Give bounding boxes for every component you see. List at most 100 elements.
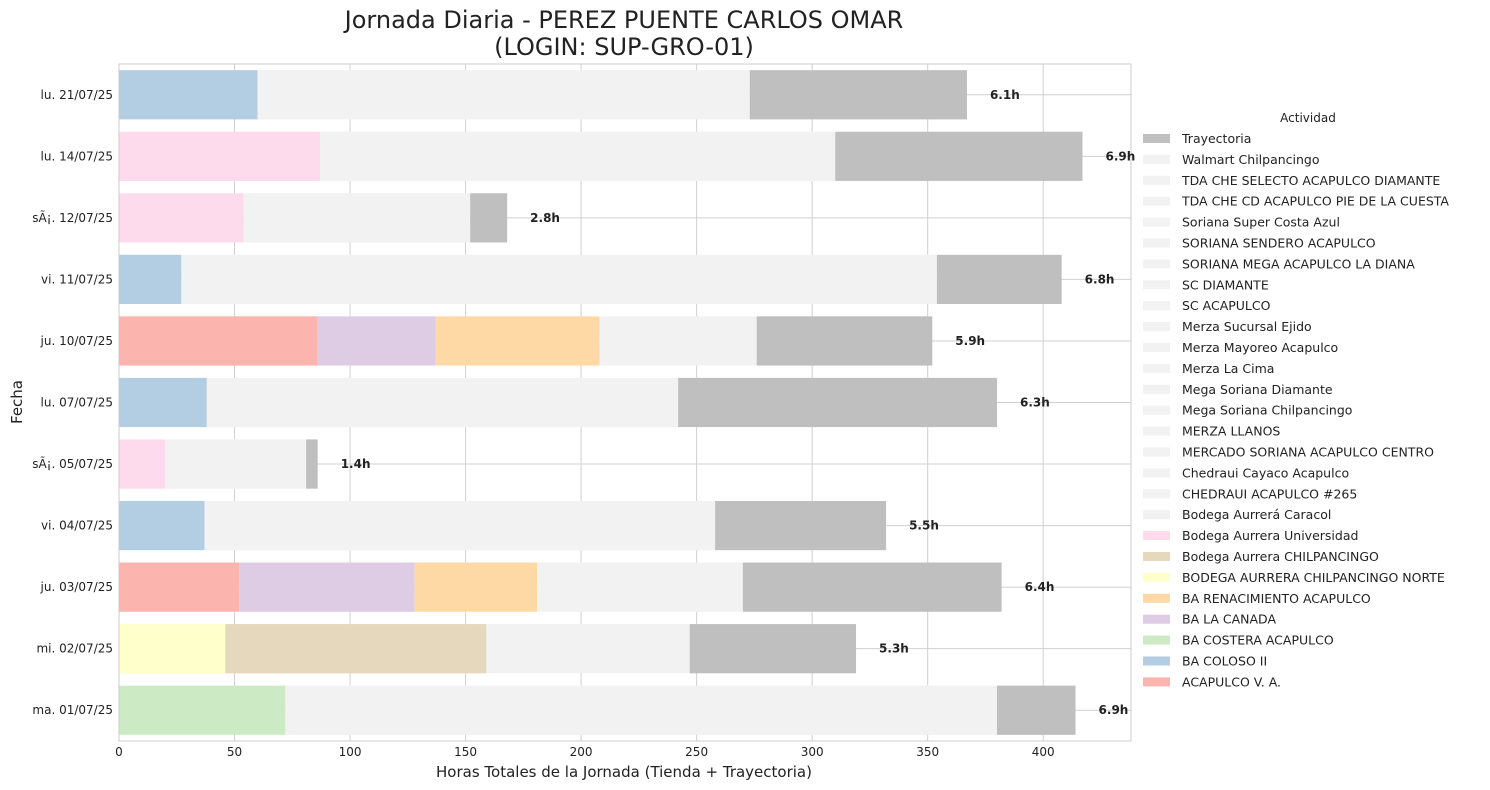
- x-tick-label: 350: [916, 745, 939, 759]
- legend-item: TDA CHE CD ACAPULCO PIE DE LA CUESTA: [1143, 194, 1449, 209]
- y-tick-label: sÃ¡. 12/07/25: [32, 210, 113, 225]
- legend-item: Mega Soriana Chilpancingo: [1143, 403, 1352, 418]
- y-tick-labels: ma. 01/07/25 mi. 02/07/25 ju. 03/07/25 vi. …: [32, 88, 113, 717]
- bar-segment: [470, 193, 508, 243]
- legend-label: Mega Soriana Diamante: [1182, 382, 1333, 397]
- legend-swatch: [1143, 489, 1170, 499]
- legend-swatch: [1143, 343, 1170, 352]
- legend-label: ACAPULCO V. A.: [1182, 674, 1281, 689]
- legend-item: BA COLOSO II: [1143, 654, 1267, 669]
- x-tick-label: 250: [685, 745, 708, 759]
- bar-row: [119, 562, 1002, 612]
- legend-items: Trayectoria Walmart Chilpancingo TDA CHE S…: [1143, 131, 1449, 689]
- bar-segment: [306, 439, 318, 489]
- x-tick-label: 400: [1032, 745, 1055, 759]
- bar-segment: [239, 562, 415, 612]
- y-tick-label: ma. 01/07/25: [32, 703, 113, 717]
- bar-segment: [119, 562, 240, 612]
- bar-segment: [320, 131, 836, 181]
- legend-item: Merza Sucursal Ejido: [1143, 319, 1312, 334]
- bar-segment: [204, 500, 716, 551]
- legend-item: SC DIAMANTE: [1143, 277, 1269, 292]
- legend-label: MERZA LLANOS: [1182, 424, 1280, 439]
- bar-row: [119, 439, 318, 489]
- bar-segment: [119, 316, 318, 366]
- legend-swatch: [1143, 426, 1170, 436]
- legend-label: Bodega Aurrerá Caracol: [1182, 507, 1331, 522]
- legend-swatch: [1143, 196, 1170, 206]
- total-label: 5.3h: [879, 642, 909, 656]
- bar-row: [119, 500, 887, 551]
- bar-segment: [243, 193, 471, 243]
- bar-segment: [486, 624, 690, 674]
- bar-segment: [119, 439, 166, 489]
- total-label: 6.4h: [1025, 580, 1055, 594]
- legend-swatch: [1143, 405, 1170, 415]
- bar-segment: [689, 624, 857, 674]
- legend-item: CHEDRAUI ACAPULCO #265: [1143, 486, 1357, 501]
- bar-segment: [317, 316, 436, 366]
- y-tick-label: vi. 04/07/25: [41, 519, 113, 533]
- legend-item: SC ACAPULCO: [1143, 298, 1271, 313]
- bar-segment: [181, 254, 937, 305]
- bar-segment: [756, 316, 933, 366]
- legend-item: ACAPULCO V. A.: [1143, 674, 1281, 689]
- total-label: 1.4h: [341, 457, 371, 471]
- bars: [119, 70, 1083, 735]
- total-label: 6.9h: [1105, 149, 1135, 163]
- x-tick-label: 100: [339, 745, 362, 759]
- legend-label: SORIANA MEGA ACAPULCO LA DIANA: [1182, 256, 1415, 271]
- legend-swatch: [1143, 593, 1170, 603]
- legend-label: Walmart Chilpancingo: [1182, 152, 1320, 167]
- legend-label: Chedraui Cayaco Acapulco: [1182, 465, 1349, 480]
- legend-swatch: [1143, 572, 1170, 582]
- legend-label: Bodega Aurrera Universidad: [1182, 528, 1358, 543]
- legend-swatch: [1143, 259, 1170, 269]
- y-tick-label: ju. 03/07/25: [40, 580, 113, 594]
- legend-item: Bodega Aurrerá Caracol: [1143, 507, 1331, 522]
- legend-item: Chedraui Cayaco Acapulco: [1143, 465, 1349, 480]
- legend-label: SORIANA SENDERO ACAPULCO: [1182, 236, 1376, 251]
- legend-label: Soriana Super Costa Azul: [1182, 215, 1340, 230]
- legend-swatch: [1143, 363, 1170, 373]
- plot-frame: [118, 63, 1132, 742]
- legend-swatch: [1143, 384, 1170, 394]
- legend-label: MERCADO SORIANA ACAPULCO CENTRO: [1182, 445, 1434, 460]
- bar-row: [119, 316, 933, 366]
- y-axis-label: Fecha: [8, 380, 26, 424]
- legend-label: CHEDRAUI ACAPULCO #265: [1182, 486, 1357, 501]
- bar-segment: [749, 70, 967, 120]
- legend-item: Trayectoria: [1143, 131, 1251, 146]
- y-tick-label: lu. 07/07/25: [41, 396, 113, 410]
- bar-segment: [119, 254, 182, 305]
- total-label: 5.5h: [909, 519, 939, 533]
- legend-label: Merza La Cima: [1182, 361, 1274, 376]
- legend-title: Actividad: [1280, 111, 1336, 125]
- legend-swatch: [1143, 175, 1170, 185]
- bar-segment: [936, 254, 1062, 305]
- bar-row: [119, 193, 508, 243]
- legend-label: Mega Soriana Chilpancingo: [1182, 403, 1352, 418]
- legend-label: Merza Mayoreo Acapulco: [1182, 340, 1338, 355]
- bar-segment: [119, 193, 244, 243]
- bar-segment: [678, 377, 997, 428]
- x-tick-label: 200: [570, 745, 593, 759]
- legend-item: BA COSTERA ACAPULCO: [1143, 633, 1334, 648]
- legend-item: Bodega Aurrera Universidad: [1143, 528, 1358, 543]
- legend-label: TDA CHE CD ACAPULCO PIE DE LA CUESTA: [1181, 194, 1449, 209]
- bar-row: [119, 377, 997, 428]
- x-tick-label: 0: [115, 745, 123, 759]
- bar-segment: [119, 685, 286, 735]
- bar-row: [119, 131, 1083, 181]
- legend-swatch: [1143, 301, 1170, 311]
- bar-segment: [119, 377, 207, 428]
- legend-swatch: [1143, 322, 1170, 332]
- x-axis-label: Horas Totales de la Jornada (Tienda + Tr…: [436, 763, 812, 781]
- bar-segment: [285, 685, 997, 735]
- bar-segment: [537, 562, 743, 612]
- legend-item: MERZA LLANOS: [1143, 424, 1280, 439]
- y-tick-label: sÃ¡. 05/07/25: [32, 456, 113, 471]
- legend-label: Merza Sucursal Ejido: [1182, 319, 1312, 334]
- bar-segment: [206, 377, 679, 428]
